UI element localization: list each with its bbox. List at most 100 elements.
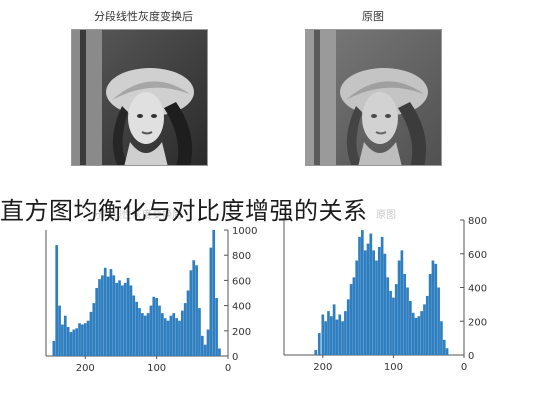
histogram-bar xyxy=(380,236,384,355)
x-tick-label: 100 xyxy=(384,362,403,373)
histogram-bar xyxy=(389,290,392,355)
histogram-bar xyxy=(442,339,446,355)
histogram-bar xyxy=(143,315,147,356)
histogram-bar xyxy=(178,320,181,356)
histogram-bar xyxy=(61,324,64,356)
x-tick-label: 200 xyxy=(313,362,332,373)
x-tick-label: 100 xyxy=(147,363,166,374)
histogram-bar xyxy=(321,314,325,355)
histogram-bar xyxy=(95,287,99,356)
histogram-bar xyxy=(160,313,164,356)
histogram-bar xyxy=(411,312,415,355)
histogram-bar xyxy=(146,313,150,356)
histogram-bar xyxy=(375,260,378,355)
histogram-bar xyxy=(189,270,193,356)
histogram-bar xyxy=(101,275,104,356)
histogram-bar xyxy=(329,316,333,355)
y-tick-label: 600 xyxy=(232,276,251,287)
histogram-bar xyxy=(123,282,127,356)
histogram-bar xyxy=(98,279,101,356)
histogram-bar xyxy=(169,315,173,356)
histogram-bar xyxy=(138,308,141,356)
histogram-bar xyxy=(129,285,133,356)
histogram-bar xyxy=(327,311,330,355)
histogram-bar xyxy=(366,243,370,355)
histogram-bar xyxy=(86,320,90,356)
histogram-bar xyxy=(403,274,407,355)
histogram-bar xyxy=(198,308,201,356)
histogram-bar xyxy=(317,333,321,355)
y-tick-label: 1000 xyxy=(232,226,257,237)
portrait-drawing-left xyxy=(72,30,207,165)
ghost-caption-left: 分段线性灰度变换后 xyxy=(92,210,182,221)
histogram-bar xyxy=(106,276,110,356)
histogram-bar xyxy=(409,301,412,355)
histogram-bar xyxy=(192,260,196,356)
histogram-bar xyxy=(63,315,67,356)
right-image-caption: 原图 xyxy=(362,10,384,23)
histogram-bar xyxy=(158,305,161,356)
histogram-bar xyxy=(423,304,426,355)
histogram-bar xyxy=(121,285,124,356)
y-tick-label: 400 xyxy=(468,284,487,295)
y-tick-label: 200 xyxy=(232,327,251,338)
histogram-bar xyxy=(78,323,81,356)
histogram-bar xyxy=(112,275,116,356)
x-tick-label: 0 xyxy=(225,363,231,374)
histogram-bar xyxy=(355,260,359,355)
left-image-caption: 分段线性灰度变换后 xyxy=(94,10,193,23)
histogram-bar xyxy=(377,247,381,355)
histogram-bar xyxy=(109,269,113,356)
y-tick-label: 0 xyxy=(468,351,474,362)
histogram-bar xyxy=(115,282,119,356)
histogram-bar xyxy=(352,277,356,355)
histogram-bar xyxy=(445,348,449,355)
histogram-bar xyxy=(58,305,61,356)
histogram-bar xyxy=(81,324,84,356)
histogram-bar xyxy=(52,340,56,356)
histogram-bar xyxy=(358,236,361,355)
histogram-bar xyxy=(55,245,59,356)
histogram-bar xyxy=(166,320,170,356)
histogram-bar xyxy=(406,287,409,355)
histogram-bar xyxy=(363,250,367,355)
y-tick-label: 200 xyxy=(468,317,487,328)
histogram-bar xyxy=(341,321,344,355)
histogram-bar xyxy=(392,297,395,355)
histogram-bar xyxy=(75,328,79,356)
portrait-drawing-right xyxy=(306,30,441,165)
histogram-bar xyxy=(372,250,375,355)
histogram-bar xyxy=(69,332,73,356)
histogram-bar xyxy=(140,313,144,356)
histogram-bar xyxy=(332,304,336,355)
histogram-bar xyxy=(361,230,364,355)
histogram-bar xyxy=(135,301,138,356)
histogram-bar xyxy=(195,265,198,356)
ghost-caption-right: 原图 xyxy=(376,210,396,221)
histogram-bar xyxy=(132,295,136,356)
page-headline: 直方图均衡化与对比度增强的关系 xyxy=(0,197,368,225)
histogram-bar xyxy=(417,316,421,355)
histogram-bar xyxy=(394,284,398,355)
histogram-right: 0 200 400 600 800 200 100 0 xyxy=(283,216,487,373)
histogram-bar xyxy=(338,314,342,355)
histogram-bar xyxy=(440,321,443,355)
histogram-bar xyxy=(163,318,167,356)
x-tick-label: 200 xyxy=(76,363,95,374)
y-tick-label: 800 xyxy=(232,251,251,262)
histogram-bar xyxy=(126,277,130,356)
y-tick-label: 800 xyxy=(468,216,487,227)
left-portrait-image xyxy=(71,29,208,166)
histogram-bar xyxy=(152,296,156,356)
histogram-bar xyxy=(437,287,440,355)
histogram-bar xyxy=(335,319,339,355)
histogram-bar xyxy=(203,344,207,356)
histogram-bar xyxy=(212,230,216,356)
histogram-bar xyxy=(83,323,87,356)
histogram-bar xyxy=(183,303,187,356)
histogram-bar xyxy=(346,299,350,355)
histogram-bar xyxy=(349,284,353,355)
histogram-bar xyxy=(434,263,438,355)
y-tick-label: 400 xyxy=(232,302,251,313)
